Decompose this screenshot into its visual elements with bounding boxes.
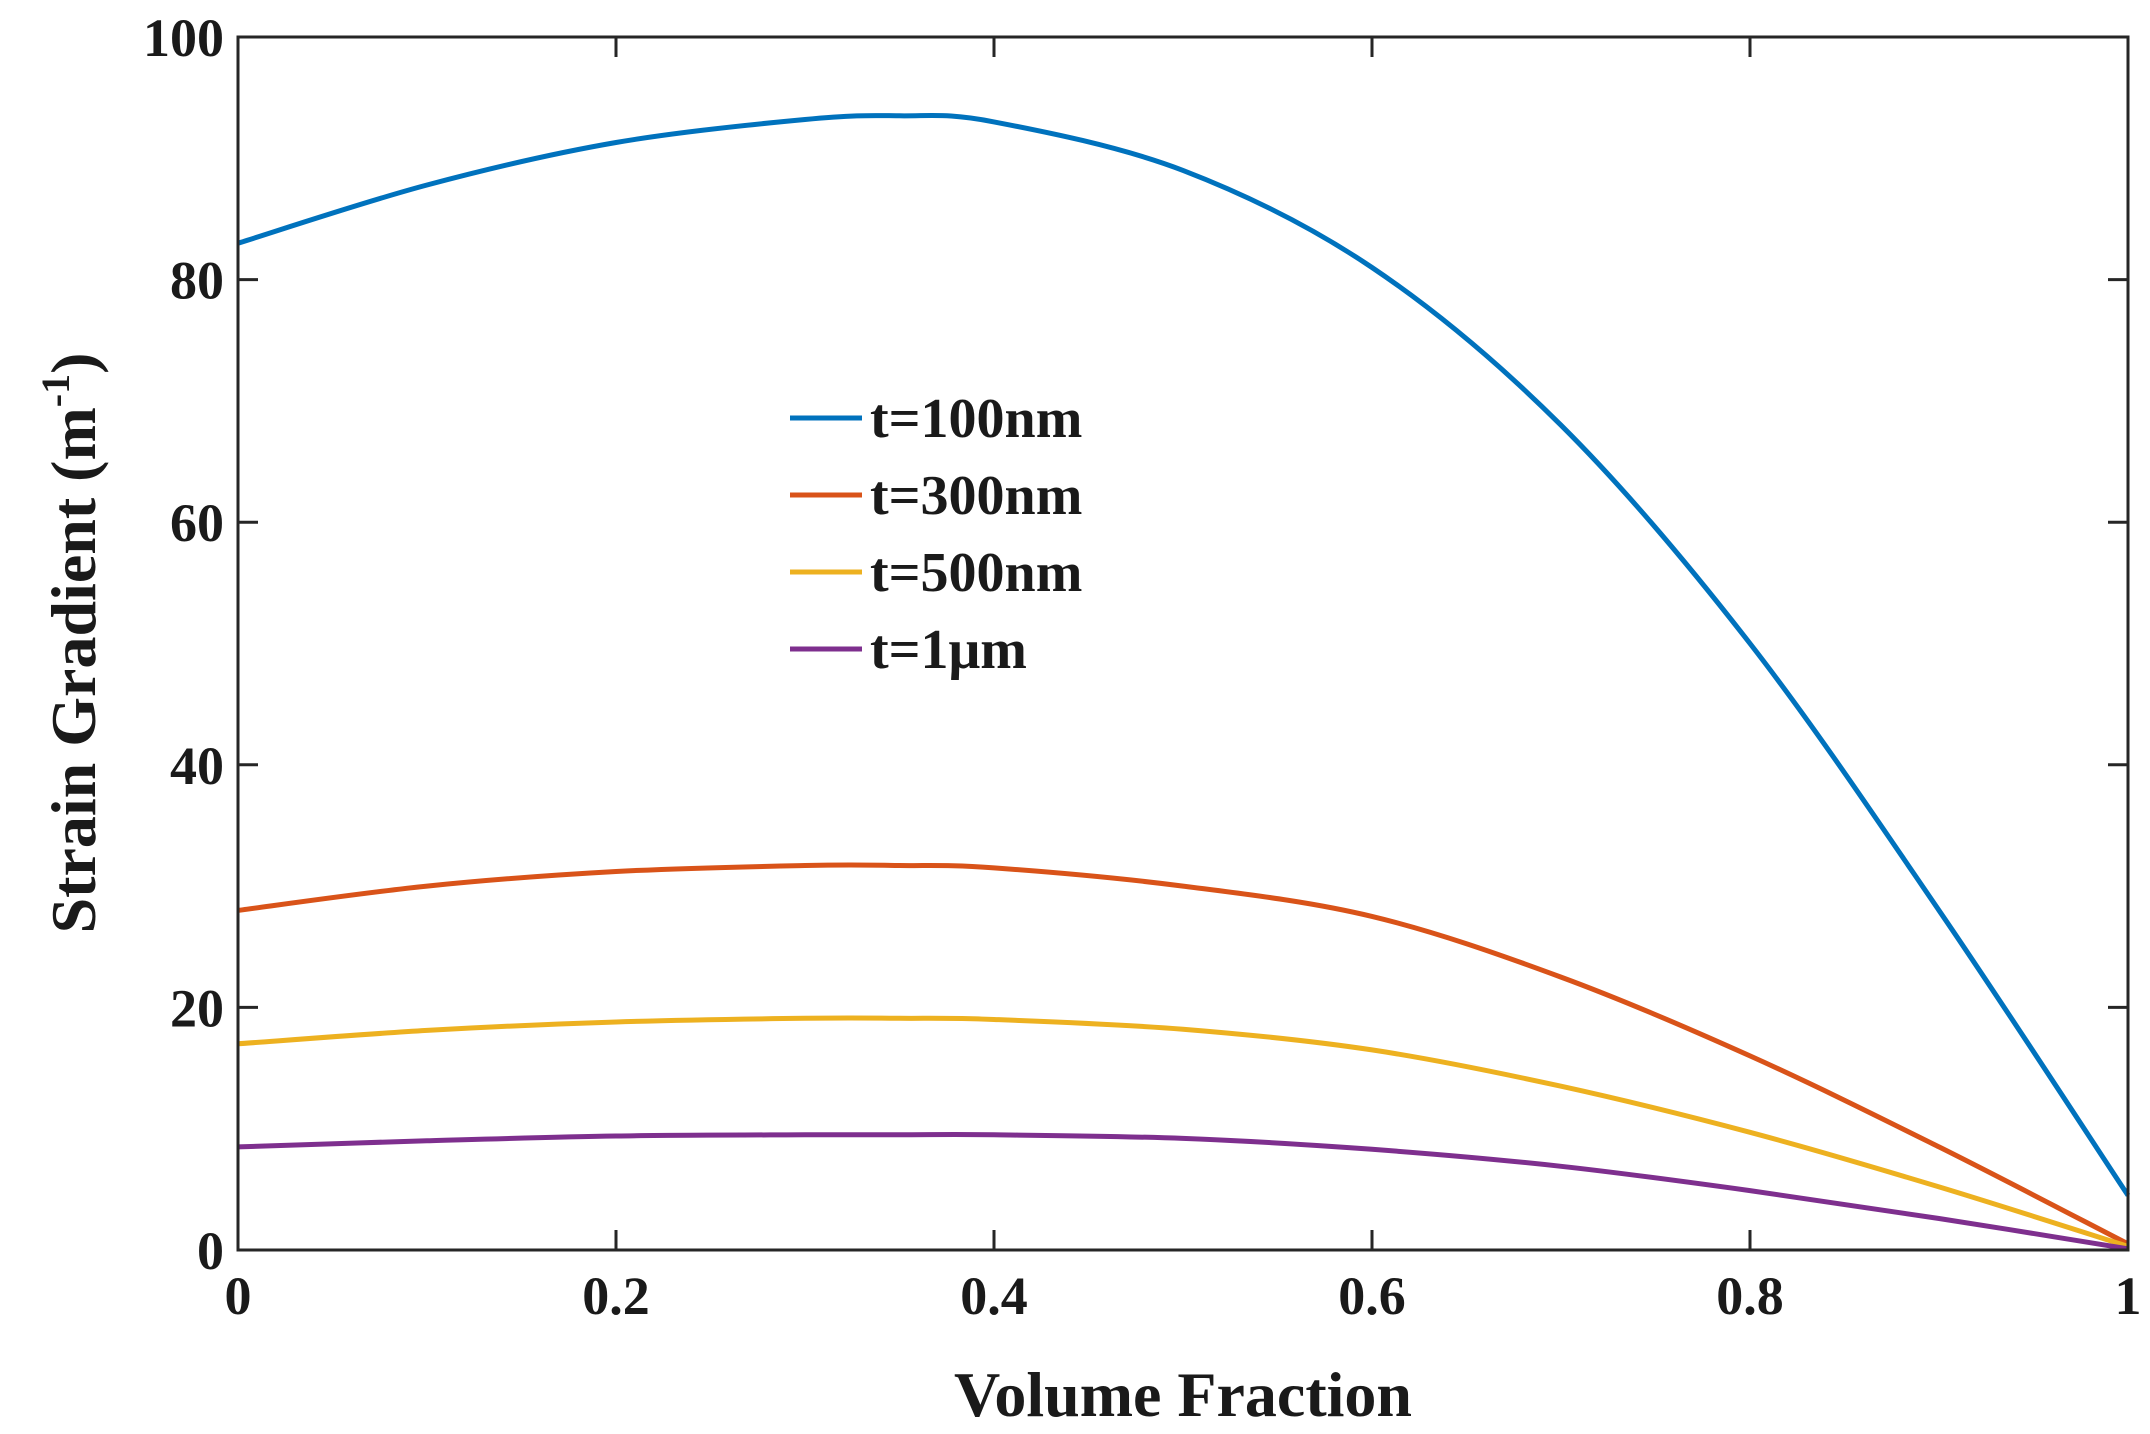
series-line-2 [237, 862, 2130, 1247]
series-layer [237, 112, 2131, 1252]
legend: t=100nm t=300nm t=500nm t=1μm [790, 388, 1082, 681]
x-tick-label: 0.8 [1716, 1266, 1784, 1326]
x-tick-label: 0 [225, 1266, 252, 1326]
x-tick-label: 0.4 [960, 1266, 1028, 1326]
x-tick-label: 0.2 [582, 1266, 650, 1326]
y-tick-label: 0 [197, 1221, 224, 1281]
x-tick-label: 0.6 [1338, 1266, 1406, 1326]
y-axis-title-main: Strain Gradient (m [38, 407, 109, 933]
series-line-1 [237, 112, 2131, 1197]
y-axis-title-close: ) [38, 353, 109, 374]
plot-frame [236, 35, 2130, 1252]
x-tick-label: 1 [2115, 1266, 2142, 1326]
tick-layer: 0 0.2 0.4 0.6 0.8 1 0 20 40 60 80 100 [143, 8, 2142, 1326]
legend-label-4: t=1μm [870, 619, 1027, 681]
y-axis-title: Strain Gradient (m-1) [33, 353, 109, 934]
y-tick-label: 80 [170, 251, 224, 311]
legend-label-1: t=100nm [870, 388, 1082, 450]
series-line-3 [237, 1015, 2129, 1249]
y-tick-label: 60 [170, 493, 224, 553]
series-line-4 [237, 1132, 2129, 1252]
y-tick-label: 40 [170, 736, 224, 796]
y-tick-label: 100 [143, 8, 224, 68]
y-axis-title-superscript: -1 [33, 374, 78, 407]
legend-label-2: t=300nm [870, 465, 1082, 527]
y-tick-label: 20 [170, 978, 224, 1038]
legend-label-3: t=500nm [870, 542, 1082, 604]
x-axis-title: Volume Fraction [954, 1359, 1412, 1430]
